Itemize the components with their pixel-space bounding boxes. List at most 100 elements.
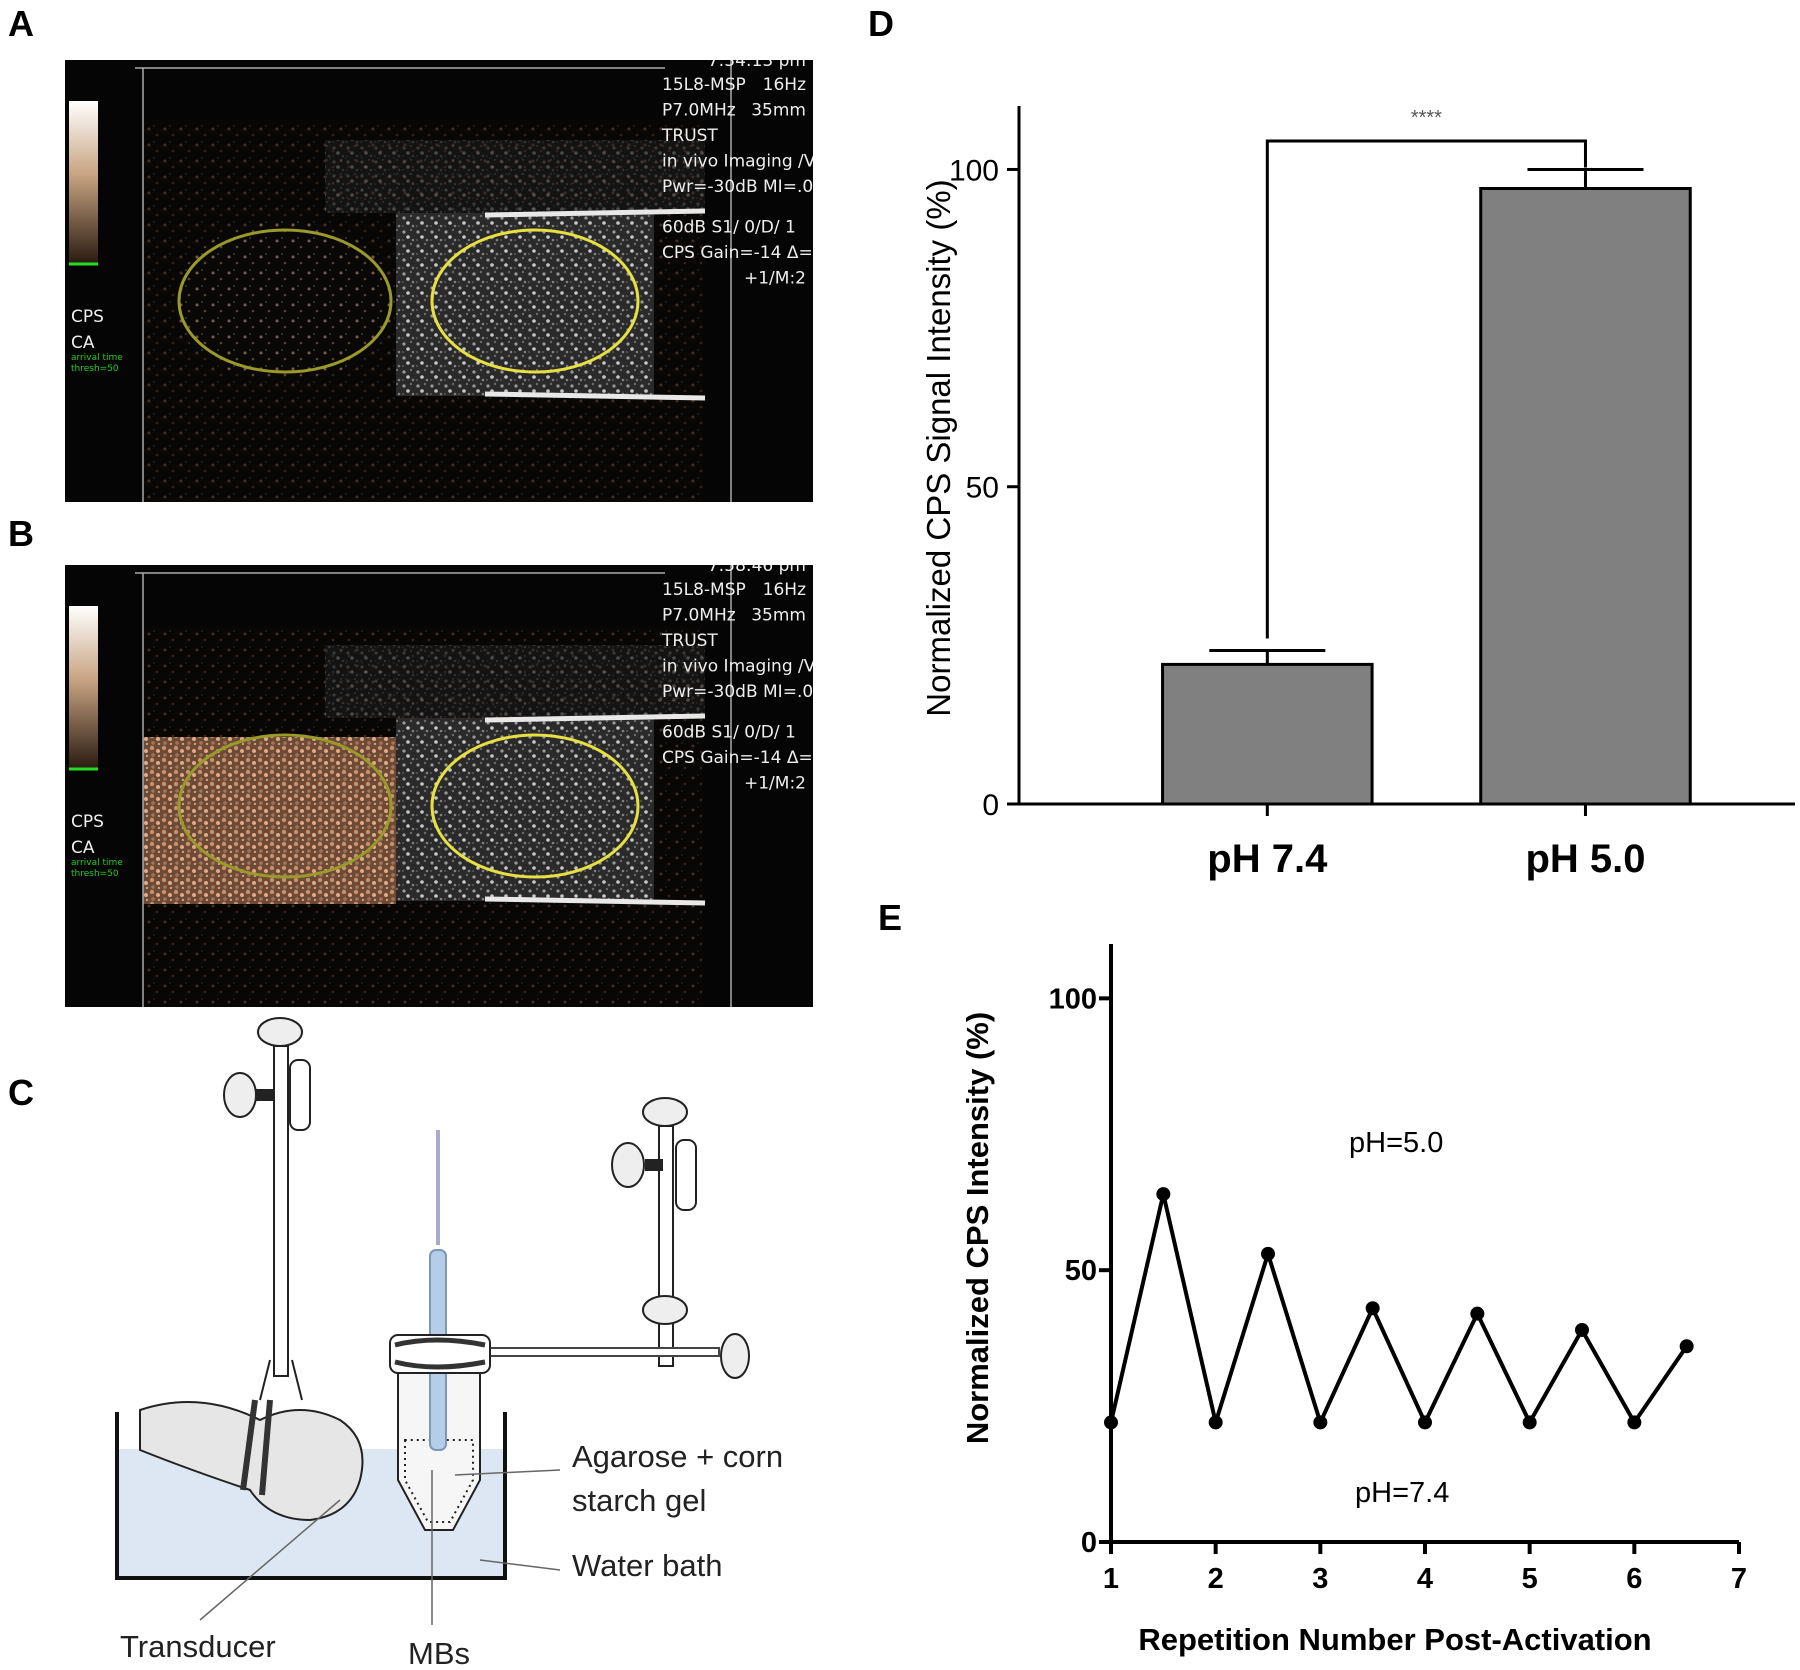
- info-text: P7.0MHz: [662, 606, 736, 626]
- diagram-labels: Agarose + corn starch gel Water bath Tra…: [120, 1439, 783, 1670]
- panel-label: D: [868, 3, 894, 44]
- data-point: [1575, 1322, 1589, 1337]
- tube-wall: [484, 208, 706, 218]
- y-tick-label: 50: [966, 472, 999, 505]
- tube-wall: [484, 391, 706, 401]
- data-point: [1418, 1415, 1432, 1430]
- info-text: +1/M:2: [744, 269, 806, 289]
- y-tick-label: 0: [1081, 1527, 1097, 1559]
- panel-label: C: [8, 1072, 34, 1113]
- roi-ellipse: [177, 733, 393, 879]
- data-line: [1109, 1192, 1689, 1425]
- x-tick-label: 2: [1208, 1563, 1224, 1595]
- info-text: Pwr=-30dB MI=.07: [662, 177, 824, 197]
- info-text: CPS Gain=-14 Δ=1: [662, 243, 824, 263]
- roi-ellipse: [177, 228, 393, 374]
- info-text: 35mm: [751, 606, 806, 626]
- significance-bracket: [1265, 139, 1587, 639]
- bar: [1161, 662, 1374, 806]
- ultrasound-image: 7:34:13 pm 15L8-MSP 16Hz P7.0MHz 35mm TRUST in…: [65, 51, 824, 502]
- contrast-region: [175, 221, 395, 381]
- info-text: +1/M:2: [744, 774, 806, 794]
- data-point: [1627, 1415, 1642, 1430]
- ultrasound-content: 7:58:46 pm 15L8-MSP 16Hz P7.0MHz 35mm TRUST in…: [65, 565, 824, 1007]
- panel-label: B: [8, 513, 34, 554]
- data-point: [1156, 1187, 1171, 1202]
- info-text: Pwr=-30dB MI=.07: [662, 682, 824, 702]
- side-label: CA: [71, 333, 95, 353]
- color-bar: [69, 606, 98, 769]
- tube-region: [396, 718, 654, 901]
- x-tick-label: 6: [1626, 1563, 1642, 1595]
- y-tick-label: 100: [1049, 983, 1097, 1015]
- side-label: CPS: [71, 812, 104, 832]
- bar: [1479, 186, 1692, 806]
- diagram-label: starch gel: [572, 1483, 706, 1518]
- y-tick-label: 0: [982, 789, 999, 822]
- side-label-small: arrival time: [71, 353, 123, 363]
- error-bar: [1527, 167, 1644, 189]
- diagram-label: MBs: [408, 1636, 470, 1670]
- info-text: TRUST: [661, 631, 718, 651]
- roi-ellipse: [430, 733, 640, 879]
- info-text: P7.0MHz: [662, 101, 736, 121]
- info-text: in vivo Imaging /V: [662, 657, 816, 677]
- ultrasound-content: 7:34:13 pm 15L8-MSP 16Hz P7.0MHz 35mm TRUST in…: [65, 51, 824, 502]
- y-tick-label: 100: [949, 154, 999, 187]
- setup-diagram: [115, 1017, 750, 1625]
- color-bar: [69, 101, 98, 264]
- panel-label: E: [878, 897, 902, 938]
- info-text: 16Hz: [763, 580, 806, 600]
- diagram-label: Agarose + corn: [572, 1439, 783, 1474]
- tube-region: [396, 213, 654, 396]
- data-point: [1313, 1415, 1328, 1430]
- tube-region-top: [325, 645, 705, 718]
- x-tick-label: 7: [1731, 1563, 1747, 1595]
- side-label: CPS: [71, 307, 104, 327]
- y-axis-title: Normalized CPS Intensity (%): [960, 1012, 995, 1444]
- data-point: [1261, 1246, 1275, 1261]
- info-text: 60dB S1/ 0/D/ 1: [662, 218, 796, 238]
- error-bar: [1209, 648, 1326, 665]
- x-tick-label: pH 7.4: [1207, 837, 1328, 881]
- side-label-small: thresh=50: [71, 869, 119, 879]
- annotation: pH=7.4: [1355, 1477, 1449, 1509]
- data-point: [1365, 1301, 1380, 1316]
- x-axis-title: Repetition Number Post-Activation: [1138, 1622, 1651, 1657]
- x-tick-label: 5: [1522, 1563, 1538, 1595]
- panel-label: A: [8, 3, 34, 44]
- info-text: CPS Gain=-14 Δ=1: [662, 748, 824, 768]
- data-point: [1104, 1415, 1118, 1430]
- side-label: CA: [71, 838, 95, 858]
- side-label-small: thresh=50: [71, 364, 119, 374]
- tube-wall: [484, 713, 706, 723]
- roi-ellipse: [430, 228, 640, 374]
- x-tick-label: pH 5.0: [1525, 837, 1645, 881]
- info-text: 16Hz: [763, 75, 806, 95]
- data-point: [1522, 1415, 1537, 1430]
- info-text: 15L8-MSP: [662, 75, 746, 95]
- info-text: TRUST: [661, 126, 718, 146]
- timestamp: 7:34:13 pm: [708, 51, 806, 71]
- annotation: pH=5.0: [1349, 1127, 1443, 1159]
- significance-label: ****: [1411, 107, 1442, 129]
- x-tick-label: 3: [1312, 1563, 1328, 1595]
- info-text: 15L8-MSP: [662, 580, 746, 600]
- ultrasound-image: 7:58:46 pm 15L8-MSP 16Hz P7.0MHz 35mm TRUST in…: [65, 565, 824, 1007]
- x-tick-label: 1: [1103, 1563, 1119, 1595]
- data-point: [1208, 1415, 1223, 1430]
- data-point: [1679, 1339, 1694, 1354]
- y-tick-label: 50: [1065, 1255, 1097, 1287]
- diagram-label: Water bath: [572, 1548, 722, 1583]
- data-point: [1470, 1306, 1485, 1321]
- info-text: 35mm: [751, 101, 806, 121]
- y-axis-title: Normalized CPS Signal Intensity (%): [920, 179, 957, 716]
- info-text: 60dB S1/ 0/D/ 1: [662, 723, 796, 743]
- diagram-label: Transducer: [120, 1629, 276, 1664]
- side-label-small: arrival time: [71, 858, 123, 868]
- tube-region-top: [325, 140, 705, 213]
- x-tick-label: 4: [1417, 1563, 1433, 1595]
- info-text: in vivo Imaging /V: [662, 152, 816, 172]
